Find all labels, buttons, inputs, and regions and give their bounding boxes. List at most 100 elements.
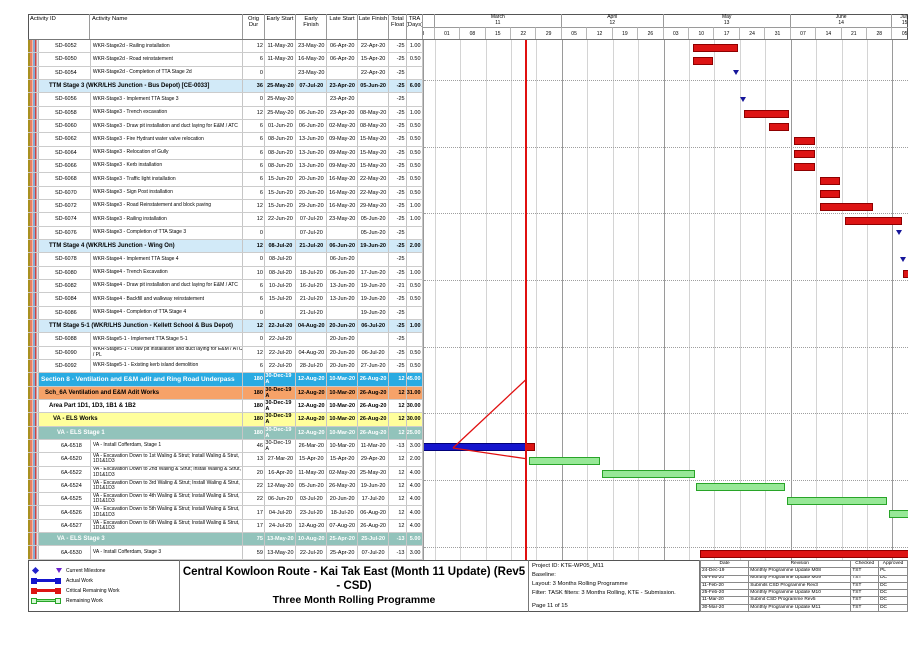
cell-dur: 20	[243, 466, 266, 479]
revision-cell: Monthly Programme Update M10	[748, 589, 852, 598]
gantt-bar-critical	[699, 550, 908, 559]
week-cell: 05	[891, 27, 908, 39]
group-title: VA - ELS Works	[39, 413, 244, 426]
cell-dur: 12	[243, 319, 266, 333]
activity-name: WKR-Stage4 - Draw pit installation and d…	[91, 279, 244, 293]
wbs-color-strip	[28, 399, 39, 413]
report-subtitle: Three Month Rolling Programme	[272, 593, 436, 606]
wbs-color-strip	[28, 119, 39, 133]
month-cell: April 12	[560, 14, 663, 27]
week-cell: 19	[611, 27, 638, 39]
table-row: SD-6052 WKR-Stage2d - Railing installatio…	[28, 40, 423, 54]
cell-tra: 0.50	[407, 279, 423, 293]
week-cell: 26	[637, 27, 663, 39]
week-cell: 12	[586, 27, 612, 39]
cell-lf: 26-Aug-20	[358, 413, 390, 426]
cell-tra: 0.50	[407, 346, 423, 359]
cell-ls	[327, 66, 359, 79]
cell-ef: 23-Jul-20	[296, 506, 328, 519]
week-cell: 31	[764, 27, 790, 39]
group-title-text: Area Part 1D1, 1D3, 1B1 & 1B2	[49, 403, 136, 410]
cell-dur: 17	[243, 519, 266, 533]
activity-name: WKR-Stage4 - Completion of TTA Stage 4	[91, 306, 244, 319]
cell-dur: 22	[243, 493, 266, 506]
gantt-bar-critical	[692, 43, 739, 52]
cell-dur: 0	[243, 93, 266, 106]
activity-name: WKR-Stage2d - Road reinstatement	[91, 53, 244, 66]
gantt-bar-remaining	[601, 470, 695, 479]
cell-dur: 180	[243, 426, 266, 439]
timescale-header: 23March110108152229April1205121926May130…	[423, 14, 908, 40]
column-header: Orig Dur	[243, 14, 265, 39]
cell-lf: 05-Jun-20	[358, 79, 390, 93]
revision-row: 30-Mar-20 Monthly Programme Update M11 TST…	[699, 603, 908, 613]
activity-name: WKR-Stage2d - Completion of TTA Stage 2d	[91, 66, 244, 79]
wbs-color-strip	[28, 413, 39, 426]
cell-dur: 6	[243, 359, 266, 373]
cell-dur: 17	[243, 506, 266, 519]
activity-id: SD-6080	[39, 266, 91, 279]
cell-ls: 06-Jun-20	[327, 266, 359, 279]
cell-dur: 6	[243, 119, 266, 133]
cell-ls: 23-Apr-20	[327, 79, 359, 93]
month-cell: July15	[891, 14, 908, 27]
legend-label: Critical Remaining Work	[66, 587, 120, 594]
cell-es: 15-Jun-20	[265, 173, 297, 186]
cell-ef: 26-Mar-20	[296, 439, 328, 453]
cell-tf: -25	[389, 93, 408, 106]
week-cell: 21	[840, 27, 867, 39]
cell-lf: 17-Jul-20	[358, 493, 390, 506]
cell-ef: 04-Aug-20	[296, 319, 328, 333]
milestone-marker	[740, 97, 747, 103]
grid-line-horizontal	[424, 213, 908, 215]
revision-col-header: Checked	[850, 559, 880, 569]
activity-id: SD-6084	[39, 293, 91, 306]
gantt-bar-critical	[525, 443, 535, 452]
cell-dur: 13	[243, 453, 266, 466]
cell-ef: 16-May-20	[296, 53, 328, 66]
week-cell: 14	[815, 27, 841, 39]
revision-cell: DC	[878, 596, 908, 605]
revision-col-header: Revision	[748, 559, 852, 569]
wbs-color-strip	[28, 266, 39, 279]
table-row: SD-6068 WKR-Stage3 - Traffic light instal…	[28, 173, 423, 187]
revision-row: 24-Dec-19 Monthly Programme Update M08 TST…	[699, 567, 908, 576]
cell-ef: 07-Jul-20	[296, 226, 328, 239]
cell-tf: -25	[389, 319, 408, 333]
cell-tf: -25	[389, 306, 408, 319]
cell-ls: 15-Apr-20	[327, 453, 359, 466]
cell-tra	[407, 253, 423, 266]
month-cell: June 14	[789, 14, 892, 27]
cell-ef: 28-Jul-20	[296, 359, 328, 373]
activity-id: 6A-6524	[39, 479, 91, 493]
cell-lf: 07-Jul-20	[358, 546, 390, 559]
cell-lf: 22-May-20	[358, 186, 390, 199]
cell-ls: 26-May-20	[327, 479, 359, 493]
cell-dur: 12	[243, 106, 266, 119]
activity-id: SD-6092	[39, 359, 91, 373]
cell-tra: 5.00	[407, 533, 423, 546]
cell-es: 25-May-20	[265, 106, 297, 119]
wbs-color-strip	[28, 439, 39, 453]
cell-lf: 19-Jun-20	[358, 293, 390, 306]
column-header: Total Float	[389, 14, 407, 39]
cell-lf: 26-Aug-20	[358, 399, 390, 413]
baseline-label: Baseline:	[532, 572, 556, 578]
cell-tra	[407, 66, 423, 79]
cell-ls: 23-Apr-20	[327, 93, 359, 106]
activity-id: SD-6090	[39, 346, 91, 359]
cell-tf: -25	[389, 173, 408, 186]
cell-es: 11-May-20	[265, 53, 297, 66]
cell-ef: 13-Jun-20	[296, 146, 328, 159]
project-id-label: Project ID: KTE-WP05_M11	[532, 563, 604, 569]
legend-item: Remaining Work	[28, 596, 178, 605]
cell-tra: 30.00	[407, 413, 423, 426]
activity-name: WKR-Stage3 - Kerb installation	[91, 159, 244, 173]
revision-cell: 30-Mar-20	[699, 603, 750, 613]
cell-lf: 19-Jun-20	[358, 239, 390, 253]
table-row: SD-6056 WKR-Stage3 - Implement TTA Stage …	[28, 93, 423, 107]
cell-es: 13-May-20	[265, 546, 297, 559]
cell-es: 22-Jul-20	[265, 359, 297, 373]
cell-tf: -25	[389, 239, 408, 253]
revision-cell: 05-Feb-20	[699, 574, 750, 583]
